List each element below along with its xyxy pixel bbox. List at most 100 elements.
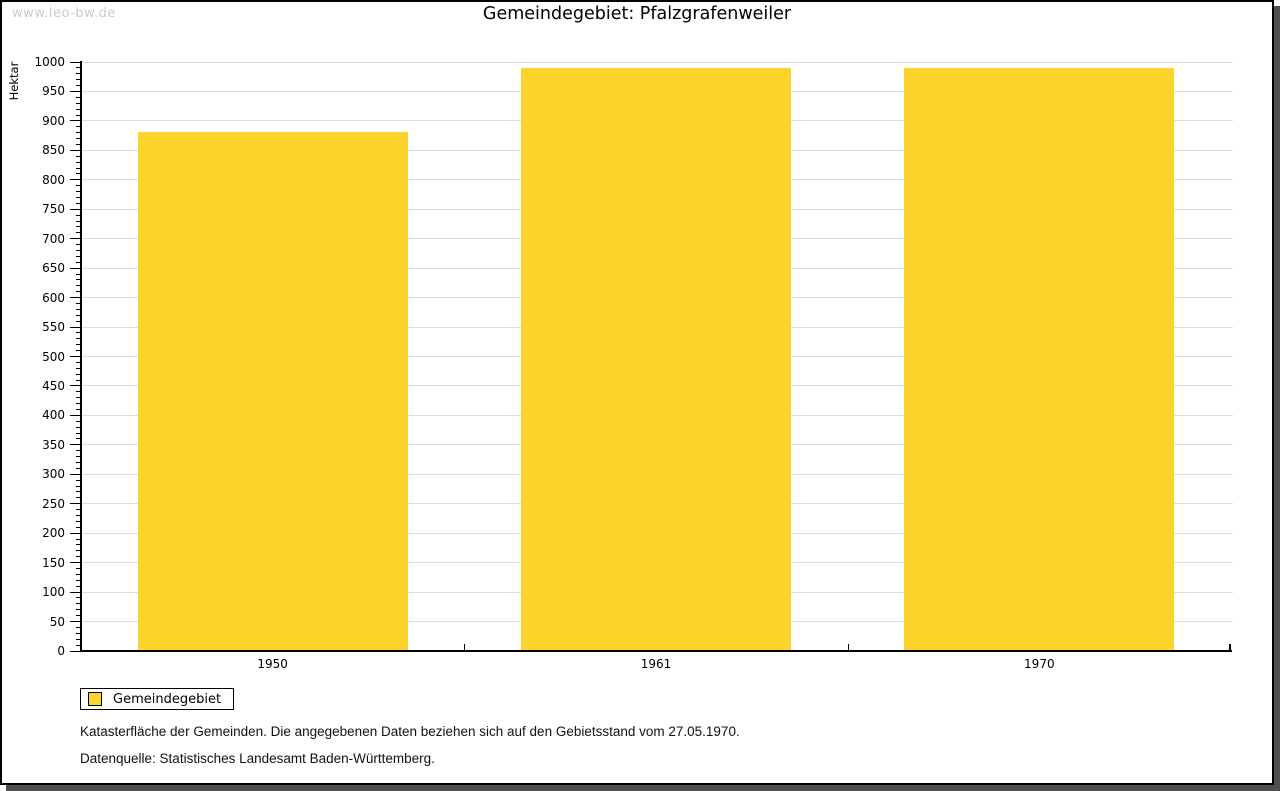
y-tick-minor [76, 520, 81, 522]
y-tick-minor [76, 79, 81, 81]
y-tick-minor [76, 538, 81, 540]
y-tick-minor [76, 102, 81, 104]
y-tick-minor [76, 426, 81, 428]
y-tick-minor [76, 579, 81, 581]
y-tick-major [70, 650, 81, 652]
y-tick-minor [76, 373, 81, 375]
y-tick-minor [76, 143, 81, 145]
y-tick-label: 500 [42, 349, 65, 364]
y-tick-minor [76, 479, 81, 481]
y-tick-major [70, 414, 81, 416]
y-tick-minor [76, 138, 81, 140]
x-tick [847, 644, 849, 651]
y-tick-label: 550 [42, 320, 65, 335]
y-tick-minor [76, 232, 81, 234]
y-tick-minor [76, 632, 81, 634]
y-tick-label: 850 [42, 143, 65, 158]
y-tick-minor [76, 67, 81, 69]
y-tick-minor [76, 361, 81, 363]
y-tick-label: 700 [42, 231, 65, 246]
y-tick-minor [76, 432, 81, 434]
y-tick-label: 950 [42, 84, 65, 99]
y-tick-minor [76, 615, 81, 617]
y-tick-minor [76, 191, 81, 193]
y-tick-minor [76, 155, 81, 157]
y-tick-major [70, 444, 81, 446]
y-tick-major [70, 267, 81, 269]
y-tick-minor [76, 456, 81, 458]
y-tick-major [70, 149, 81, 151]
y-tick-major [70, 532, 81, 534]
legend-label: Gemeindegebiet [113, 691, 222, 707]
y-tick-minor [76, 314, 81, 316]
y-tick-minor [76, 291, 81, 293]
y-tick-minor [76, 161, 81, 163]
y-tick-minor [76, 544, 81, 546]
y-tick-minor [76, 320, 81, 322]
chart-title: Gemeindegebiet: Pfalzgrafenweiler [482, 4, 792, 24]
y-tick-minor [76, 515, 81, 517]
x-tick-label: 1970 [1024, 657, 1055, 671]
y-tick-minor [76, 108, 81, 110]
y-tick-minor [76, 202, 81, 204]
y-tick-label: 50 [49, 614, 65, 629]
y-tick-label: 200 [42, 526, 65, 541]
y-tick-label: 750 [42, 202, 65, 217]
watermark: www.leo-bw.de [12, 6, 116, 21]
y-tick-minor [76, 126, 81, 128]
y-tick-minor [76, 220, 81, 222]
bar-1950 [137, 131, 408, 651]
y-tick-label: 350 [42, 437, 65, 452]
y-tick-minor [76, 350, 81, 352]
y-tick-minor [76, 550, 81, 552]
y-tick-minor [76, 85, 81, 87]
y-tick-major [70, 297, 81, 299]
y-tick-major [70, 621, 81, 623]
y-tick-minor [76, 450, 81, 452]
y-tick-minor [76, 96, 81, 98]
y-tick-major [70, 208, 81, 210]
y-tick-minor [76, 438, 81, 440]
y-tick-minor [76, 185, 81, 187]
y-tick-minor [76, 644, 81, 646]
y-tick-label: 100 [42, 585, 65, 600]
gridline [81, 61, 1233, 63]
y-tick-minor [76, 467, 81, 469]
y-tick-minor [76, 332, 81, 334]
y-tick-minor [76, 403, 81, 405]
y-tick-minor [76, 391, 81, 393]
footnote-source: Datenquelle: Statistisches Landesamt Bad… [80, 751, 435, 766]
y-tick-minor [76, 379, 81, 381]
y-tick-major [70, 562, 81, 564]
plot-area: 0 50 100 150 200 250 300 350 400 450 500 550 600 650 7… [2, 2, 1272, 783]
y-tick-minor [76, 244, 81, 246]
x-tick [464, 644, 466, 651]
y-tick-label: 0 [57, 644, 65, 658]
y-tick-minor [76, 226, 81, 228]
y-tick-minor [76, 626, 81, 628]
y-tick-minor [76, 409, 81, 410]
y-tick-label: 1000 [34, 55, 65, 69]
y-tick-label: 250 [42, 496, 65, 511]
y-tick-minor [76, 568, 81, 570]
y-tick-minor [76, 597, 81, 599]
y-tick-minor [76, 573, 81, 575]
y-tick-major [70, 179, 81, 181]
y-tick-major [70, 473, 81, 475]
bar-1970 [904, 68, 1175, 651]
y-tick-minor [76, 344, 81, 346]
y-tick-minor [76, 367, 81, 369]
y-tick-minor [76, 397, 81, 399]
y-tick-major [70, 356, 81, 357]
y-tick-minor [76, 73, 81, 75]
y-tick-minor [76, 420, 81, 422]
y-tick-major [70, 61, 81, 63]
y-tick-major [70, 238, 81, 240]
y-tick-minor [76, 556, 81, 558]
x-tick-label: 1961 [640, 657, 672, 671]
footnote-description: Katasterfläche der Gemeinden. Die angege… [80, 724, 740, 739]
y-tick-major [70, 120, 81, 122]
y-tick-minor [76, 302, 81, 304]
y-tick-label: 600 [42, 290, 65, 305]
y-tick-minor [76, 132, 81, 134]
